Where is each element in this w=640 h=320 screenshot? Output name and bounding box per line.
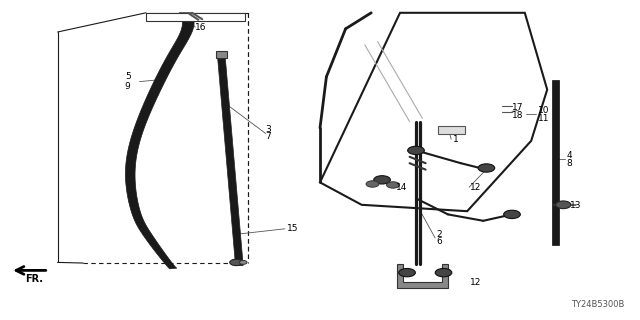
Text: 1: 1 bbox=[453, 135, 459, 144]
Text: 7: 7 bbox=[266, 132, 271, 141]
Circle shape bbox=[504, 210, 520, 219]
Circle shape bbox=[556, 201, 571, 209]
Text: 3: 3 bbox=[266, 125, 271, 134]
Text: 12: 12 bbox=[470, 183, 482, 192]
Text: 17: 17 bbox=[512, 103, 524, 112]
Text: 5: 5 bbox=[125, 72, 131, 81]
Circle shape bbox=[408, 146, 424, 155]
Polygon shape bbox=[218, 58, 243, 266]
Circle shape bbox=[374, 176, 390, 184]
Bar bbox=[216, 51, 227, 58]
Text: 18: 18 bbox=[512, 111, 524, 120]
Polygon shape bbox=[552, 80, 559, 245]
Circle shape bbox=[387, 182, 399, 188]
Circle shape bbox=[399, 268, 415, 277]
Circle shape bbox=[230, 259, 243, 266]
Circle shape bbox=[435, 268, 452, 277]
Text: FR.: FR. bbox=[25, 274, 43, 284]
Text: 9: 9 bbox=[125, 82, 131, 91]
Polygon shape bbox=[397, 264, 448, 288]
Bar bbox=[146, 13, 245, 21]
Text: 13: 13 bbox=[570, 201, 581, 210]
Polygon shape bbox=[125, 13, 194, 269]
Text: 12: 12 bbox=[470, 278, 482, 287]
Bar bbox=[438, 126, 465, 134]
Text: 11: 11 bbox=[538, 114, 549, 123]
Text: 14: 14 bbox=[396, 183, 407, 192]
Text: 10: 10 bbox=[538, 106, 549, 115]
Polygon shape bbox=[320, 13, 547, 211]
Circle shape bbox=[478, 164, 495, 172]
Text: 4: 4 bbox=[566, 151, 572, 160]
Text: 16: 16 bbox=[195, 23, 207, 32]
Text: 6: 6 bbox=[436, 237, 442, 246]
Circle shape bbox=[239, 260, 247, 264]
Circle shape bbox=[366, 181, 379, 187]
Text: TY24B5300B: TY24B5300B bbox=[571, 300, 624, 309]
Text: 2: 2 bbox=[436, 230, 442, 239]
Text: 8: 8 bbox=[566, 159, 572, 168]
Text: 15: 15 bbox=[287, 224, 298, 233]
